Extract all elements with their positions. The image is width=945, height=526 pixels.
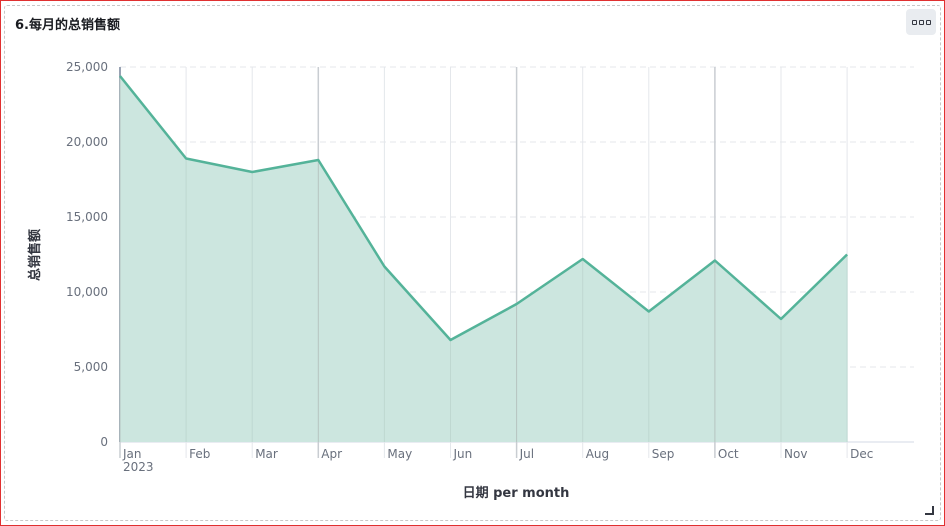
data-point[interactable] [381,264,387,270]
data-point[interactable] [117,73,123,79]
x-tick-label: Jul [519,447,534,461]
y-tick-label: 20,000 [66,135,108,149]
data-point[interactable] [315,157,321,163]
y-tick-label: 25,000 [66,60,108,74]
x-tick-label: Oct [718,447,739,461]
x-axis: Jan Feb Mar Apr May Jun Jul Aug Sep Oct Nov Dec 2023 [122,447,873,474]
resize-handle-icon[interactable] [925,506,934,515]
x-tick-label: Apr [321,447,342,461]
area-fill-series-0 [120,76,848,442]
y-tick-label: 10,000 [66,285,108,299]
x-tick-year-label: 2023 [123,460,154,474]
y-tick-label: 0 [100,435,108,449]
line-series-0 [119,75,848,342]
x-tick-label: Sep [652,447,675,461]
panel-options-button[interactable] [906,9,936,35]
x-tick-label: Aug [586,447,609,461]
x-tick-label: Feb [189,447,210,461]
data-point[interactable] [712,258,718,264]
x-axis-title: 日期 per month [463,486,570,501]
data-point[interactable] [249,169,255,175]
data-point[interactable] [514,301,520,307]
more-horizontal-icon-dot [925,19,931,25]
x-tick-label: Jun [453,447,473,461]
x-tick-label: Jan [122,447,142,461]
x-tick-label: Dec [850,447,873,461]
data-point[interactable] [844,252,850,258]
data-point[interactable] [778,316,784,322]
x-tick-label: Nov [784,447,807,461]
series-area [119,76,848,442]
y-tick-label: 5,000 [74,360,108,374]
x-tick-label: May [387,447,412,461]
data-point[interactable] [646,309,652,315]
more-horizontal-icon-dot [918,19,924,25]
panel-border [4,5,941,521]
y-tick-label: 15,000 [66,210,108,224]
more-horizontal-icon [911,19,917,25]
data-point[interactable] [448,337,454,343]
y-axis: 0 5,000 10,000 15,000 20,000 25,000 [66,60,108,449]
y-axis-title: 总销售额 [27,229,43,281]
x-tick-label: Mar [255,447,278,461]
data-point[interactable] [580,256,586,262]
data-point[interactable] [183,156,189,162]
series-line [117,73,850,343]
panel-title: 6.每月的总销售额 [15,18,120,33]
